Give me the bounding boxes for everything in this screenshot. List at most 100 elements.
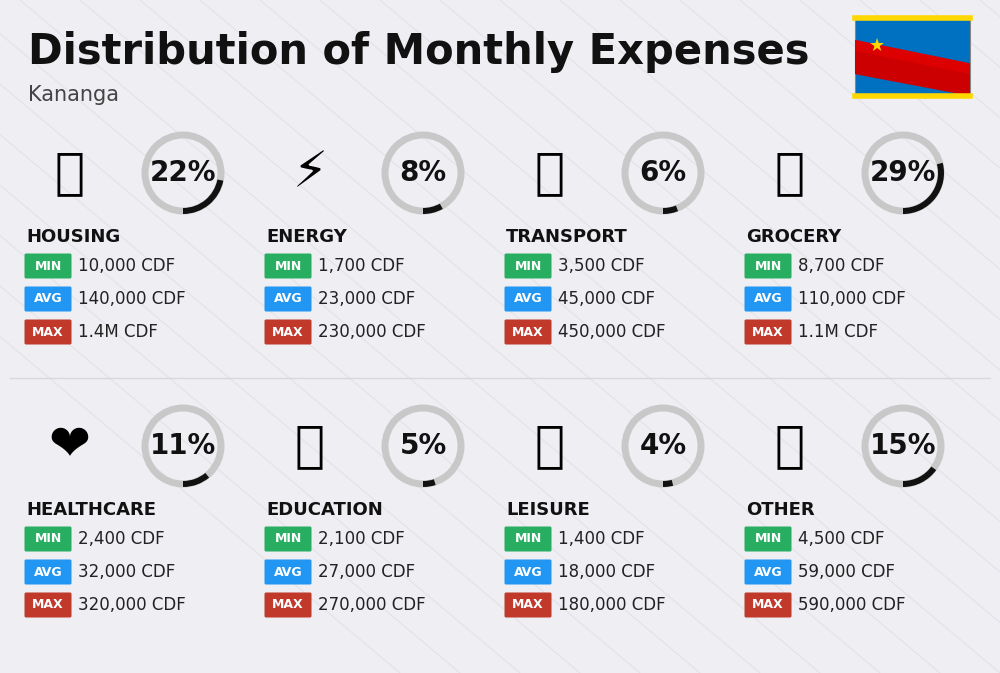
Text: TRANSPORT: TRANSPORT [506,228,628,246]
Text: 2,100 CDF: 2,100 CDF [318,530,405,548]
FancyBboxPatch shape [24,526,72,551]
FancyBboxPatch shape [744,559,792,584]
Wedge shape [663,205,678,214]
Text: MIN: MIN [514,532,542,546]
Text: ENERGY: ENERGY [266,228,347,246]
Text: 8,700 CDF: 8,700 CDF [798,257,885,275]
FancyBboxPatch shape [264,320,312,345]
Text: 29%: 29% [870,159,936,187]
FancyBboxPatch shape [744,287,792,312]
FancyBboxPatch shape [264,526,312,551]
Text: MAX: MAX [512,326,544,339]
Text: 18,000 CDF: 18,000 CDF [558,563,655,581]
FancyBboxPatch shape [264,254,312,279]
Text: 1,400 CDF: 1,400 CDF [558,530,645,548]
Text: 🛒: 🛒 [775,149,805,197]
Text: 1,700 CDF: 1,700 CDF [318,257,405,275]
Text: ❤️: ❤️ [49,422,91,470]
Text: 3,500 CDF: 3,500 CDF [558,257,645,275]
Text: ★: ★ [869,37,885,55]
Text: MIN: MIN [514,260,542,273]
Wedge shape [423,204,443,214]
Text: 23,000 CDF: 23,000 CDF [318,290,415,308]
Text: 32,000 CDF: 32,000 CDF [78,563,175,581]
FancyBboxPatch shape [24,287,72,312]
Text: 27,000 CDF: 27,000 CDF [318,563,415,581]
Text: MAX: MAX [32,326,64,339]
Text: 45,000 CDF: 45,000 CDF [558,290,655,308]
Text: HOUSING: HOUSING [26,228,120,246]
Wedge shape [423,479,436,487]
Text: MAX: MAX [752,326,784,339]
Text: AVG: AVG [514,565,542,579]
FancyBboxPatch shape [264,592,312,618]
Text: MAX: MAX [272,326,304,339]
Text: Distribution of Monthly Expenses: Distribution of Monthly Expenses [28,31,810,73]
Text: EDUCATION: EDUCATION [266,501,383,519]
Wedge shape [903,466,936,487]
Text: MAX: MAX [752,598,784,612]
Text: 4%: 4% [639,432,687,460]
Text: 🚌: 🚌 [535,149,565,197]
Text: 140,000 CDF: 140,000 CDF [78,290,186,308]
Text: AVG: AVG [754,293,782,306]
Text: AVG: AVG [514,293,542,306]
Text: AVG: AVG [34,293,62,306]
Wedge shape [663,480,673,487]
Text: 4,500 CDF: 4,500 CDF [798,530,885,548]
FancyBboxPatch shape [24,592,72,618]
FancyBboxPatch shape [744,320,792,345]
Text: GROCERY: GROCERY [746,228,841,246]
Text: 💰: 💰 [775,422,805,470]
Wedge shape [183,180,223,214]
FancyBboxPatch shape [744,592,792,618]
FancyBboxPatch shape [24,559,72,584]
Text: 15%: 15% [870,432,936,460]
Polygon shape [855,40,970,74]
Text: 320,000 CDF: 320,000 CDF [78,596,186,614]
FancyBboxPatch shape [744,254,792,279]
FancyBboxPatch shape [24,320,72,345]
Text: 10,000 CDF: 10,000 CDF [78,257,175,275]
Text: MAX: MAX [32,598,64,612]
FancyBboxPatch shape [505,526,552,551]
Text: 230,000 CDF: 230,000 CDF [318,323,426,341]
Text: 🏙: 🏙 [55,149,85,197]
Text: AVG: AVG [274,565,302,579]
Text: 2,400 CDF: 2,400 CDF [78,530,165,548]
FancyBboxPatch shape [855,18,970,96]
Text: AVG: AVG [34,565,62,579]
Text: OTHER: OTHER [746,501,815,519]
Text: MAX: MAX [272,598,304,612]
Text: HEALTHCARE: HEALTHCARE [26,501,156,519]
Text: MIN: MIN [754,532,782,546]
FancyBboxPatch shape [505,287,552,312]
Text: LEISURE: LEISURE [506,501,590,519]
FancyBboxPatch shape [505,254,552,279]
FancyBboxPatch shape [264,559,312,584]
Text: AVG: AVG [754,565,782,579]
Text: 110,000 CDF: 110,000 CDF [798,290,906,308]
Text: ⚡: ⚡ [292,149,328,197]
Text: Kananga: Kananga [28,85,119,105]
Text: 🛍️: 🛍️ [535,422,565,470]
FancyBboxPatch shape [505,592,552,618]
Wedge shape [183,473,209,487]
Text: 590,000 CDF: 590,000 CDF [798,596,906,614]
Wedge shape [903,163,944,214]
FancyBboxPatch shape [505,320,552,345]
Text: 6%: 6% [639,159,687,187]
Text: 270,000 CDF: 270,000 CDF [318,596,426,614]
Text: 180,000 CDF: 180,000 CDF [558,596,666,614]
Text: 🎓: 🎓 [295,422,325,470]
Text: MIN: MIN [34,532,62,546]
Text: MIN: MIN [274,260,302,273]
Text: 11%: 11% [150,432,216,460]
Text: 450,000 CDF: 450,000 CDF [558,323,666,341]
Text: 5%: 5% [399,432,447,460]
Text: MIN: MIN [754,260,782,273]
Text: MIN: MIN [34,260,62,273]
Text: 22%: 22% [150,159,216,187]
Text: 8%: 8% [399,159,447,187]
FancyBboxPatch shape [24,254,72,279]
